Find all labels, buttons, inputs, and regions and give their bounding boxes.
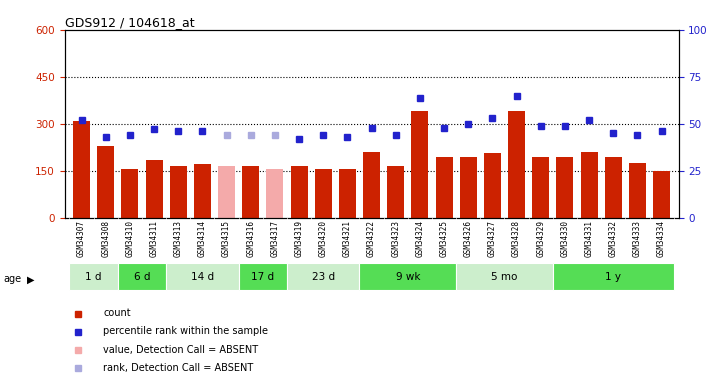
Bar [556,157,574,218]
Text: GSM34316: GSM34316 [246,220,255,257]
Text: ▶: ▶ [27,274,34,284]
Text: GSM34323: GSM34323 [391,220,400,257]
Text: 9 wk: 9 wk [396,272,420,282]
Text: GSM34327: GSM34327 [488,220,497,257]
FancyBboxPatch shape [70,263,118,290]
Text: 1 d: 1 d [85,272,102,282]
Bar [653,171,670,217]
Bar [436,157,452,218]
Text: count: count [103,309,131,318]
Text: GSM34333: GSM34333 [633,220,642,257]
FancyBboxPatch shape [166,263,238,290]
Bar [97,146,114,218]
Bar [121,169,139,217]
Text: GSM34307: GSM34307 [77,220,86,257]
Bar [339,169,356,217]
Bar [146,160,162,218]
Text: GSM34314: GSM34314 [198,220,207,257]
Text: 6 d: 6 d [134,272,150,282]
Text: GSM34324: GSM34324 [416,220,424,257]
Text: GDS912 / 104618_at: GDS912 / 104618_at [65,16,195,29]
Text: GSM34321: GSM34321 [343,220,352,257]
Text: GSM34332: GSM34332 [609,220,617,257]
FancyBboxPatch shape [238,263,287,290]
Text: GSM34317: GSM34317 [271,220,279,257]
Text: GSM34325: GSM34325 [439,220,449,257]
Text: GSM34320: GSM34320 [319,220,327,257]
Text: value, Detection Call = ABSENT: value, Detection Call = ABSENT [103,345,258,354]
Text: percentile rank within the sample: percentile rank within the sample [103,327,269,336]
Text: GSM34313: GSM34313 [174,220,182,257]
Bar [605,157,622,218]
Text: GSM34322: GSM34322 [367,220,376,257]
Bar [266,169,284,217]
FancyBboxPatch shape [118,263,166,290]
Bar [484,153,501,218]
Text: GSM34334: GSM34334 [657,220,666,257]
Bar [242,166,259,218]
Bar [460,157,477,218]
FancyBboxPatch shape [456,263,553,290]
Text: 17 d: 17 d [251,272,274,282]
Bar [411,111,429,218]
Text: GSM34329: GSM34329 [536,220,545,257]
Text: 23 d: 23 d [312,272,335,282]
Bar [532,157,549,218]
Bar [291,166,307,218]
Bar [387,166,404,218]
Bar [218,166,235,218]
FancyBboxPatch shape [287,263,360,290]
Bar [581,152,597,217]
Text: 5 mo: 5 mo [491,272,518,282]
Text: 14 d: 14 d [191,272,214,282]
Text: GSM34308: GSM34308 [101,220,110,257]
Bar [363,152,380,217]
Bar [314,169,332,217]
Text: GSM34315: GSM34315 [222,220,231,257]
Text: rank, Detection Call = ABSENT: rank, Detection Call = ABSENT [103,363,253,372]
Bar [169,166,187,218]
Text: GSM34330: GSM34330 [561,220,569,257]
Text: 1 y: 1 y [605,272,621,282]
Text: GSM34311: GSM34311 [149,220,159,257]
Text: GSM34310: GSM34310 [126,220,134,257]
Bar [629,163,646,218]
Bar [194,164,211,218]
Text: GSM34326: GSM34326 [464,220,472,257]
FancyBboxPatch shape [553,263,673,290]
FancyBboxPatch shape [360,263,456,290]
Text: GSM34319: GSM34319 [294,220,304,257]
Text: age: age [4,274,22,284]
Bar [73,121,90,218]
Text: GSM34328: GSM34328 [512,220,521,257]
Bar [508,111,525,218]
Text: GSM34331: GSM34331 [584,220,594,257]
